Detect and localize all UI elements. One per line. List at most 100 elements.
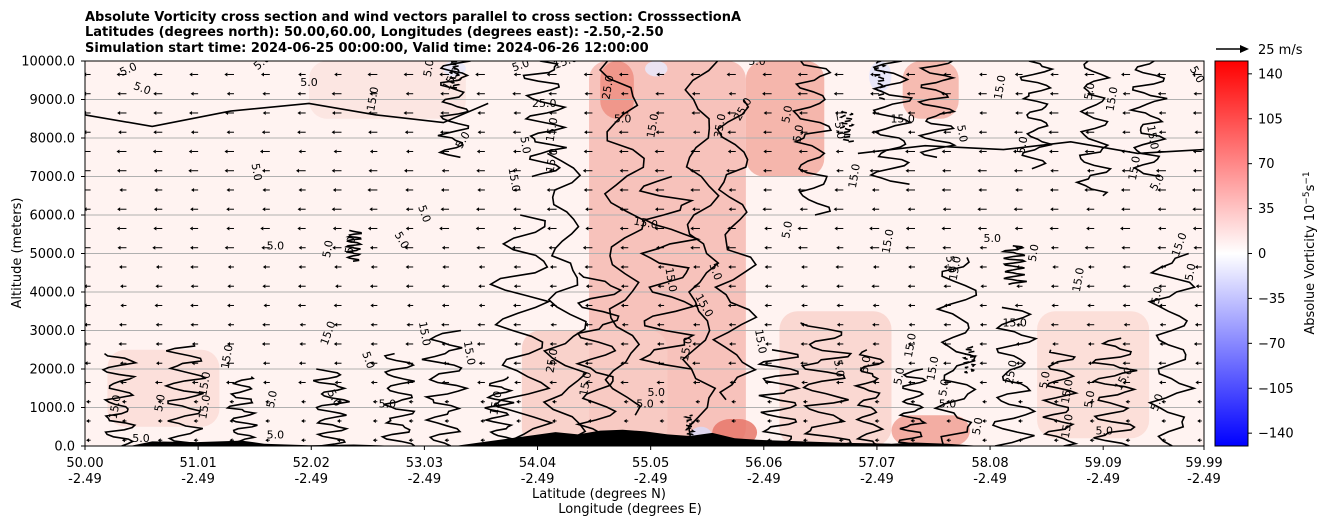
positive-contour (225, 376, 258, 446)
wind-vector-head (116, 149, 120, 154)
wind-vector-head (727, 110, 731, 115)
wind-vector-head (731, 399, 735, 404)
wind-vector-head (979, 245, 983, 250)
contour-label: 5.0 (1026, 243, 1042, 262)
wind-vector-head (584, 91, 588, 96)
wind-vector-head (942, 168, 946, 173)
colorbar-label-unit-exp: −1 (1302, 171, 1312, 184)
wind-vector-head (767, 418, 771, 423)
positive-contour (421, 329, 470, 446)
wind-vector-head (265, 418, 269, 423)
wind-vector-head (189, 72, 193, 77)
wind-vector-head (910, 438, 914, 443)
wind-vector-head (1086, 226, 1090, 231)
wind-vector-head (476, 149, 480, 154)
wind-vector-head (1051, 380, 1055, 385)
wind-vector-head (478, 361, 482, 366)
wind-vector-head (480, 438, 484, 443)
x-axis-label-longitude: Longitude (degrees E) (558, 502, 702, 517)
wind-vector-head (1049, 226, 1053, 231)
wind-vector-head (441, 245, 445, 250)
wind-vector-head (265, 438, 269, 443)
wind-vector-head (1157, 149, 1161, 154)
wind-vector-head (1122, 110, 1126, 115)
wind-vector-head (1087, 303, 1091, 308)
wind-vector-head (1195, 284, 1199, 289)
wind-vector-head (405, 341, 409, 346)
contour-label: 15.0 (1070, 267, 1087, 293)
wind-vector-head (332, 110, 336, 115)
colorbar-tick-label: 105 (1258, 112, 1283, 127)
wind-vector-head (1089, 418, 1093, 423)
wind-vector-head (476, 168, 480, 173)
contour-label: 5.0 (779, 105, 795, 124)
wind-vector-head (695, 418, 699, 423)
wind-vector-head (152, 245, 156, 250)
wind-vector-head (224, 168, 228, 173)
wind-vector-head (692, 380, 696, 385)
wind-vector-head (261, 245, 265, 250)
wind-vector-head (475, 226, 479, 231)
wind-vector-head (155, 341, 159, 346)
wind-vector-head (476, 245, 480, 250)
wind-vector-head (764, 322, 768, 327)
wind-vector-head (693, 264, 697, 269)
contour-label: 35.0 (711, 113, 728, 139)
wind-vector-head (405, 207, 409, 212)
wind-vector-head (516, 399, 520, 404)
contour-label: 15.0 (752, 328, 769, 354)
contour-label: 15.0 (880, 228, 897, 254)
contour-label: 15.0 (552, 51, 579, 72)
wind-vector-head (444, 438, 448, 443)
wind-vector-head (548, 168, 552, 173)
wind-vector-head (690, 72, 694, 77)
y-tick-label: 3000.0 (30, 324, 76, 339)
wind-vector-head (261, 130, 265, 135)
wind-vector-head (836, 284, 840, 289)
contour-label: 5.0 (939, 398, 957, 411)
wind-vector-head (1192, 110, 1196, 115)
wind-vector-head (908, 322, 912, 327)
wind-vector-head (190, 303, 194, 308)
wind-vector-head (298, 149, 302, 154)
wind-vector-head (979, 72, 983, 77)
positive-contour (852, 349, 885, 446)
wind-vector-head (836, 322, 840, 327)
wind-vector-head (1159, 322, 1163, 327)
wind-vector-head (655, 130, 659, 135)
wind-vector-head (190, 130, 194, 135)
wind-vector-head (334, 264, 338, 269)
wind-vector-head (337, 399, 341, 404)
negative-contour (961, 345, 978, 374)
wind-vector-head (1087, 341, 1091, 346)
x-tick-label-lat: 53.03 (406, 456, 443, 471)
positive-contour (711, 99, 758, 401)
wind-vector-head (263, 380, 267, 385)
wind-vector-head (1193, 91, 1197, 96)
contour-label: 15.0 (846, 163, 863, 189)
wind-vector-head (1192, 149, 1196, 154)
wind-vector-head (334, 322, 338, 327)
wind-vector-head (444, 418, 448, 423)
wind-vector-head (941, 91, 945, 96)
negative-contour (447, 61, 463, 89)
contour-label: 5.0 (791, 124, 807, 143)
wind-vector-head (1015, 380, 1019, 385)
wind-vector-head (654, 226, 658, 231)
wind-vector-head (729, 380, 733, 385)
wind-vector-head (332, 226, 336, 231)
wind-vector-head (800, 361, 804, 366)
wind-vector-head (656, 245, 660, 250)
contour-label: 5.0 (415, 203, 433, 224)
wind-vector-head (1121, 168, 1125, 173)
positive-contour (916, 61, 957, 159)
contour-label: 25.0 (599, 74, 616, 100)
wind-vector-head (513, 264, 517, 269)
wind-vector-head (1015, 245, 1019, 250)
wind-vector-head (874, 399, 878, 404)
contour-label: 15.0 (107, 394, 124, 420)
wind-vector-head (441, 284, 445, 289)
wind-vector-head (1125, 418, 1129, 423)
wind-vector-head (1049, 91, 1053, 96)
